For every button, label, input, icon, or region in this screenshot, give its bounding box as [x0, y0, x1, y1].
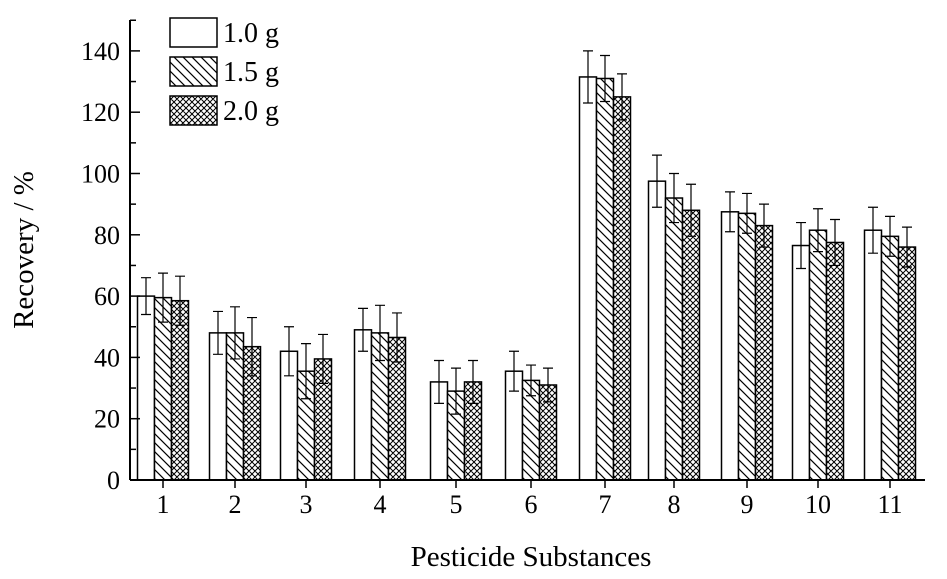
error-bar-1.0g-cat-9	[725, 191, 735, 233]
bar-1.0g-cat-1	[136, 295, 156, 481]
x-tick-label-4: 4	[374, 490, 387, 519]
error-bar-2.0g-cat-11	[902, 226, 912, 268]
bar-1.0g-cat-7	[578, 76, 598, 481]
bar-2.0g-cat-9	[754, 224, 774, 481]
error-bar-1.5g-cat-4	[375, 304, 385, 362]
error-bar-1.0g-cat-8	[652, 154, 662, 208]
error-bar-2.0g-cat-9	[759, 203, 769, 248]
x-tick-label-3: 3	[300, 490, 313, 519]
error-bar-1.0g-cat-7	[583, 50, 593, 104]
error-bar-1.5g-cat-6	[526, 364, 536, 397]
error-bar-1.5g-cat-11	[885, 215, 895, 257]
error-bar-2.0g-cat-1	[175, 275, 185, 326]
error-bar-1.0g-cat-3	[284, 326, 294, 377]
error-bar-1.5g-cat-8	[669, 172, 679, 224]
bar-2.0g-cat-11	[897, 246, 917, 481]
bar-1.0g-cat-9	[720, 211, 740, 481]
bar-1.5g-cat-1	[153, 296, 173, 481]
legend-label-1.0g: 1.0 g	[223, 18, 279, 49]
x-tick-label-9: 9	[741, 490, 754, 519]
bar-1.5g-cat-8	[664, 197, 684, 481]
error-bar-2.0g-cat-4	[392, 312, 402, 363]
bar-2.0g-cat-7	[612, 96, 632, 481]
bar-1.0g-cat-8	[647, 180, 667, 481]
y-tick-label-80: 80	[94, 221, 120, 250]
error-bar-1.5g-cat-1	[158, 272, 168, 323]
error-bar-2.0g-cat-5	[468, 359, 478, 404]
legend-label-1.5g: 1.5 g	[223, 57, 279, 88]
y-axis-title: Recovery / %	[8, 171, 40, 329]
bar-1.0g-cat-10	[791, 244, 811, 481]
error-bar-2.0g-cat-2	[247, 316, 257, 377]
x-tick-label-5: 5	[450, 490, 463, 519]
bar-1.5g-cat-10	[808, 229, 828, 481]
bar-1.0g-cat-2	[208, 332, 228, 481]
y-tick-label-40: 40	[94, 343, 120, 372]
y-tick-label-20: 20	[94, 405, 120, 434]
error-bar-1.0g-cat-5	[434, 359, 444, 404]
y-tick-label-0: 0	[107, 466, 120, 495]
x-tick-label-6: 6	[525, 490, 538, 519]
x-tick-label-2: 2	[229, 490, 242, 519]
error-bar-1.0g-cat-1	[141, 277, 151, 316]
x-axis-title: Pesticide Substances	[411, 541, 652, 573]
bar-1.5g-cat-9	[737, 212, 757, 481]
legend-swatch-2.0g	[169, 95, 218, 126]
error-bar-1.5g-cat-7	[600, 54, 610, 103]
error-bar-1.0g-cat-6	[509, 350, 519, 392]
error-bar-2.0g-cat-3	[318, 333, 328, 385]
error-bar-1.0g-cat-11	[868, 206, 878, 254]
error-bar-1.0g-cat-2	[213, 310, 223, 355]
x-tick-label-10: 10	[805, 490, 831, 519]
axes: 0 20 40 60 80 100 120 140 1 2 3 4 5 6 7 8 9 10 11	[81, 19, 925, 519]
y-tick-label-60: 60	[94, 282, 120, 311]
error-bar-2.0g-cat-10	[830, 218, 840, 267]
error-bar-1.5g-cat-10	[813, 208, 823, 253]
legend: 1.0 g 1.5 g 2.0 g	[169, 17, 279, 127]
error-bar-2.0g-cat-7	[617, 73, 627, 121]
x-tick-label-1: 1	[157, 490, 170, 519]
legend-swatch-1.5g	[169, 56, 218, 87]
x-tick-label-11: 11	[877, 490, 902, 519]
bar-2.0g-cat-10	[825, 241, 845, 481]
error-bar-1.5g-cat-9	[742, 192, 752, 234]
bar-2.0g-cat-8	[681, 209, 701, 481]
error-bar-1.0g-cat-4	[358, 307, 368, 352]
error-bar-2.0g-cat-6	[543, 367, 553, 403]
bar-1.5g-cat-11	[880, 235, 900, 481]
y-tick-label-120: 120	[81, 98, 120, 127]
x-tick-label-7: 7	[599, 490, 612, 519]
error-bar-1.5g-cat-5	[451, 367, 461, 415]
y-tick-label-140: 140	[81, 37, 120, 66]
bar-1.0g-cat-4	[353, 329, 373, 481]
legend-swatch-1.0g	[169, 17, 218, 48]
error-bar-1.5g-cat-3	[301, 343, 311, 400]
y-tick-label-100: 100	[81, 160, 120, 189]
bar-1.0g-cat-11	[863, 229, 883, 481]
plot-area	[136, 50, 917, 481]
bar-2.0g-cat-1	[170, 299, 190, 481]
error-bar-1.0g-cat-10	[796, 221, 806, 270]
error-bar-2.0g-cat-8	[686, 183, 696, 237]
x-tick-label-8: 8	[668, 490, 681, 519]
error-bar-1.5g-cat-2	[230, 306, 240, 360]
legend-label-2.0g: 2.0 g	[223, 96, 279, 127]
bar-1.5g-cat-7	[595, 77, 615, 481]
